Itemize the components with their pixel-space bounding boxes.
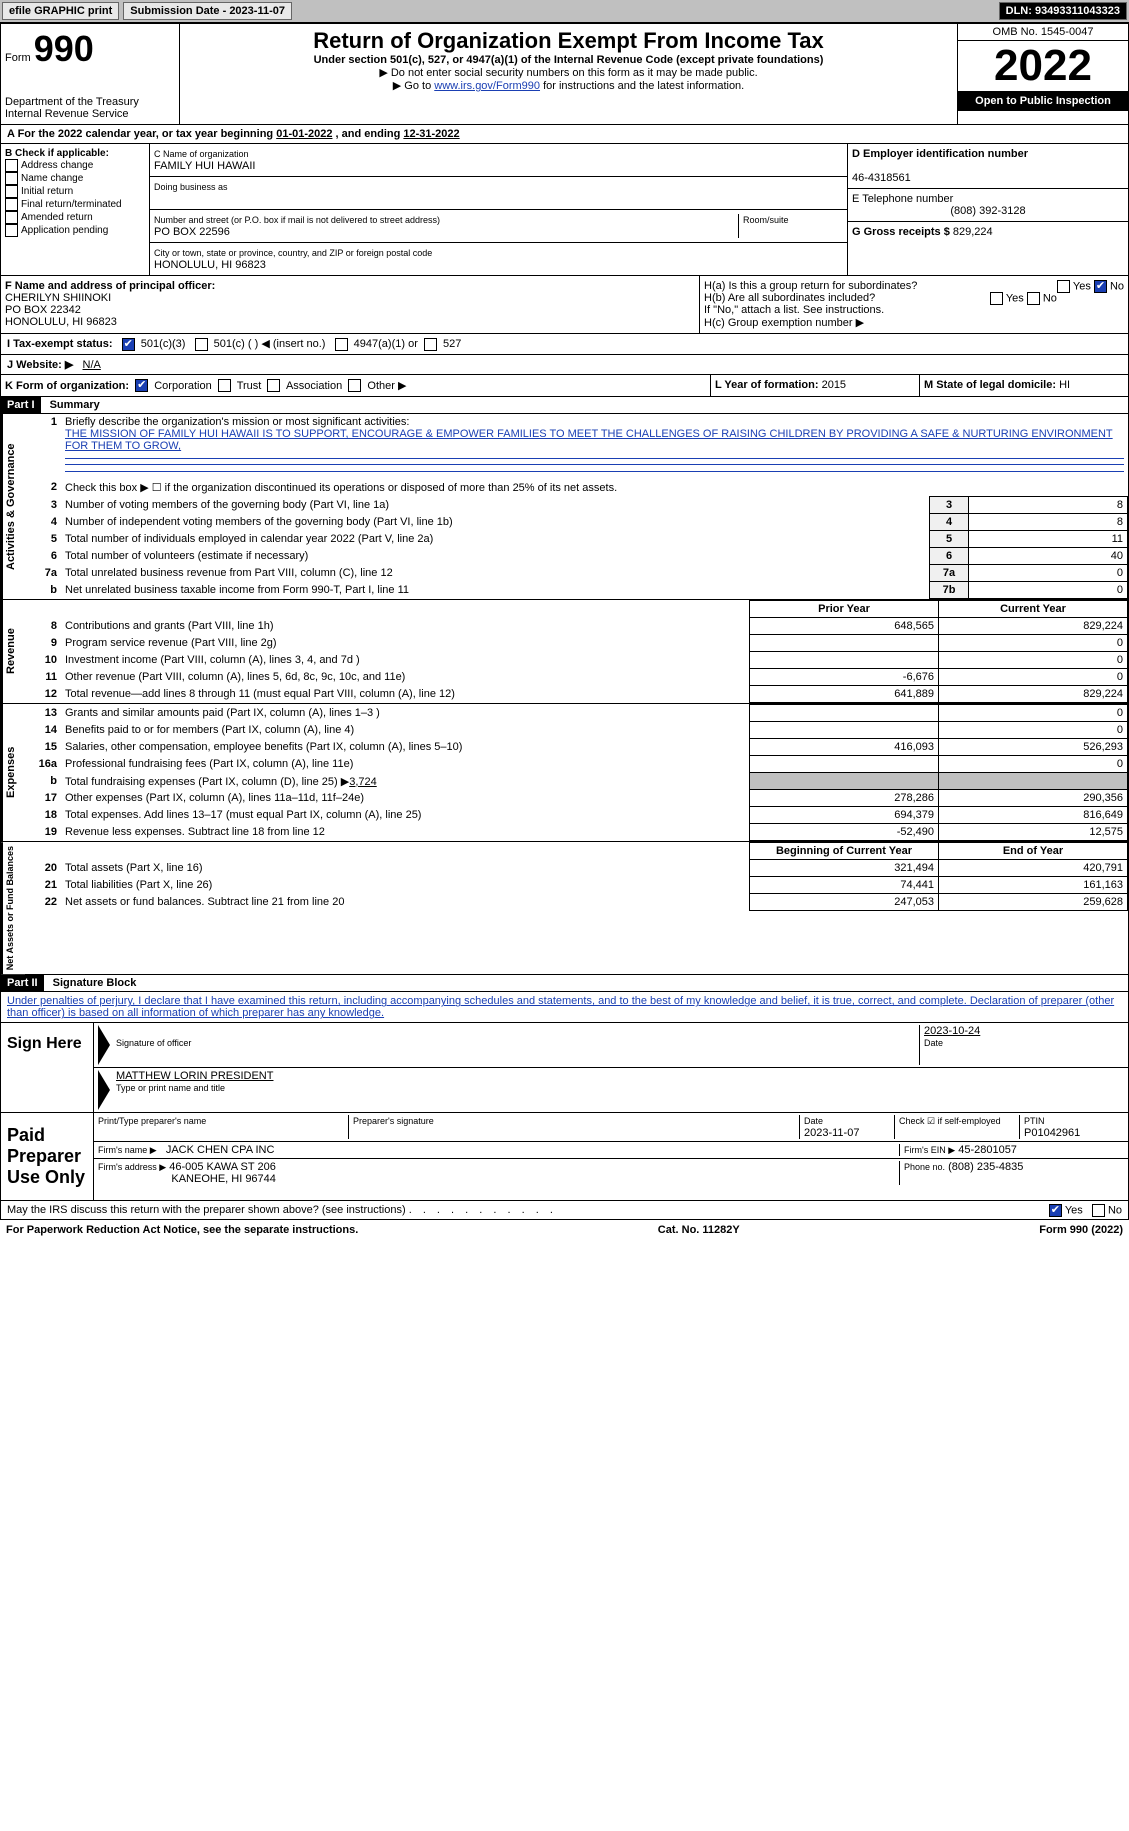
mission-text[interactable]: THE MISSION OF FAMILY HUI HAWAII IS TO S… <box>65 428 1113 452</box>
officer-street: PO BOX 22342 <box>5 304 81 316</box>
identity-block: B Check if applicable: Address change Na… <box>0 144 1129 276</box>
year-formation: 2015 <box>822 379 846 391</box>
state-domicile: HI <box>1059 379 1070 391</box>
hc-label: H(c) Group exemption number ▶ <box>704 316 1124 329</box>
note-ssn: ▶ Do not enter social security numbers o… <box>184 66 953 79</box>
hb-note: If "No," attach a list. See instructions… <box>704 304 1124 316</box>
paid-preparer-label: Paid Preparer Use Only <box>1 1113 94 1200</box>
website-value: N/A <box>83 359 101 371</box>
period-row: A For the 2022 calendar year, or tax yea… <box>0 125 1129 144</box>
part1-header-row: Part I Summary <box>0 397 1129 414</box>
phone-label: E Telephone number <box>852 193 953 205</box>
room-label: Room/suite <box>743 215 789 225</box>
part2-title: Signature Block <box>47 975 143 991</box>
officer-group-block: F Name and address of principal officer:… <box>0 276 1129 334</box>
val-7a: 0 <box>969 565 1128 582</box>
dba-label: Doing business as <box>154 182 228 192</box>
part2-header: Part II <box>1 975 44 991</box>
side-expenses: Expenses <box>1 704 25 841</box>
val-7b: 0 <box>969 582 1128 599</box>
part1-net-assets: Net Assets or Fund Balances Beginning of… <box>0 842 1129 975</box>
footer-right: Form 990 (2022) <box>1039 1224 1123 1236</box>
part1-header: Part I <box>1 397 41 413</box>
part1-expenses: Expenses 13Grants and similar amounts pa… <box>0 704 1129 842</box>
officer-name-title: MATTHEW LORIN PRESIDENT <box>116 1070 273 1082</box>
officer-city: HONOLULU, HI 96823 <box>5 316 117 328</box>
org-name-label: C Name of organization <box>154 149 249 159</box>
tax-exempt-row: I Tax-exempt status: ✔ 501(c)(3) 501(c) … <box>0 334 1129 355</box>
submission-date: Submission Date - 2023-11-07 <box>123 2 292 20</box>
city: HONOLULU, HI 96823 <box>154 259 266 271</box>
sign-here-label: Sign Here <box>1 1023 94 1112</box>
val-5: 11 <box>969 531 1128 548</box>
sig-date: 2023-10-24 <box>924 1025 980 1037</box>
val-3: 8 <box>969 497 1128 514</box>
page-footer: For Paperwork Reduction Act Notice, see … <box>0 1220 1129 1240</box>
side-revenue: Revenue <box>1 600 25 703</box>
street-label: Number and street (or P.O. box if mail i… <box>154 215 440 225</box>
top-bar: efile GRAPHIC print Submission Date - 20… <box>0 0 1129 23</box>
dln: DLN: 93493311043323 <box>999 2 1127 20</box>
form-subtitle: Under section 501(c), 527, or 4947(a)(1)… <box>184 54 953 66</box>
note-link: ▶ Go to www.irs.gov/Form990 for instruct… <box>184 79 953 92</box>
officer-label: F Name and address of principal officer: <box>5 280 215 292</box>
form-number: 990 <box>34 28 94 69</box>
street: PO BOX 22596 <box>154 226 230 238</box>
part1-activities-governance: Activities & Governance 1 Briefly descri… <box>0 414 1129 600</box>
part2-header-row: Part II Signature Block <box>0 975 1129 992</box>
efile-print-button[interactable]: efile GRAPHIC print <box>2 2 119 20</box>
sign-here-block: Sign Here Signature of officer 2023-10-2… <box>0 1023 1129 1113</box>
footer-mid: Cat. No. 11282Y <box>658 1224 740 1236</box>
tax-year: 2022 <box>958 41 1128 91</box>
part1-title: Summary <box>44 397 106 413</box>
footer-left: For Paperwork Reduction Act Notice, see … <box>6 1224 358 1236</box>
perjury-text: Under penalties of perjury, I declare th… <box>0 992 1129 1023</box>
website-row: J Website: ▶ N/A <box>0 355 1129 375</box>
line2-discontinue: Check this box ▶ ☐ if the organization d… <box>61 479 1128 497</box>
form-title: Return of Organization Exempt From Incom… <box>184 28 953 54</box>
arrow-icon <box>98 1070 110 1110</box>
org-name: FAMILY HUI HAWAII <box>154 160 255 172</box>
gross-receipts: 829,224 <box>953 226 993 238</box>
irs-label: Internal Revenue Service <box>5 108 175 120</box>
side-net-assets: Net Assets or Fund Balances <box>1 842 25 974</box>
ein-label: D Employer identification number <box>852 148 1028 160</box>
officer-name: CHERILYN SHIINOKI <box>5 292 111 304</box>
val-4: 8 <box>969 514 1128 531</box>
ha-label: H(a) Is this a group return for subordin… <box>704 280 917 292</box>
gross-receipts-label: G Gross receipts $ <box>852 226 950 238</box>
discuss-row: May the IRS discuss this return with the… <box>0 1201 1129 1220</box>
paid-preparer-block: Paid Preparer Use Only Print/Type prepar… <box>0 1113 1129 1201</box>
ein: 46-4318561 <box>852 172 911 184</box>
part1-revenue: Revenue Prior YearCurrent Year 8Contribu… <box>0 600 1129 704</box>
mission-label: Briefly describe the organization's miss… <box>65 416 409 428</box>
check-if-applicable: B Check if applicable: Address change Na… <box>1 144 150 275</box>
dept-treasury: Department of the Treasury <box>5 96 175 108</box>
val-6: 40 <box>969 548 1128 565</box>
omb-number: OMB No. 1545-0047 <box>958 24 1128 41</box>
side-governance: Activities & Governance <box>1 414 25 599</box>
form-header: Form 990 Department of the Treasury Inte… <box>0 23 1129 125</box>
open-public: Open to Public Inspection <box>958 91 1128 111</box>
phone: (808) 392-3128 <box>852 205 1124 217</box>
hb-label: H(b) Are all subordinates included? <box>704 292 875 304</box>
klm-row: K Form of organization: ✔ Corporation Tr… <box>0 375 1129 398</box>
form-label: Form <box>5 52 31 64</box>
city-label: City or town, state or province, country… <box>154 248 432 258</box>
arrow-icon <box>98 1025 110 1065</box>
irs-link[interactable]: www.irs.gov/Form990 <box>434 80 540 92</box>
